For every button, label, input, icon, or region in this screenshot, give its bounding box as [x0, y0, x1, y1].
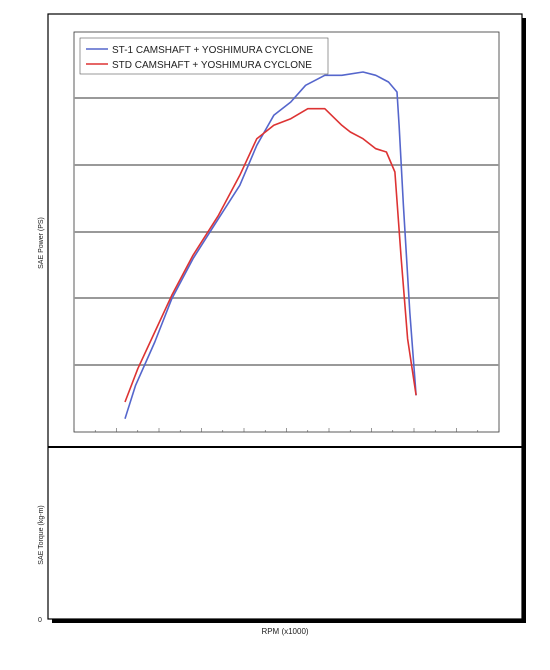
x-ticks [73, 428, 500, 432]
legend-box [79, 37, 329, 75]
y-axis-label-torque: SAE Torque (kg-m) [38, 505, 45, 564]
torque-zero-label: 0 [38, 617, 42, 624]
legend: ST-1 CAMSHAFT + YOSHIMURA CYCLONE STD CA… [79, 37, 329, 75]
x-axis-label: RPM (x1000) [261, 627, 308, 636]
legend-label-st1: ST-1 CAMSHAFT + YOSHIMURA CYCLONE [112, 45, 313, 56]
gridlines [74, 97, 499, 366]
series-line-std [124, 107, 417, 403]
series-layer [124, 71, 417, 419]
series-line-st1 [124, 71, 417, 419]
y-axis-label-power: SAE Power (PS) [38, 217, 45, 269]
legend-label-std: STD CAMSHAFT + YOSHIMURA CYCLONE [112, 60, 312, 71]
